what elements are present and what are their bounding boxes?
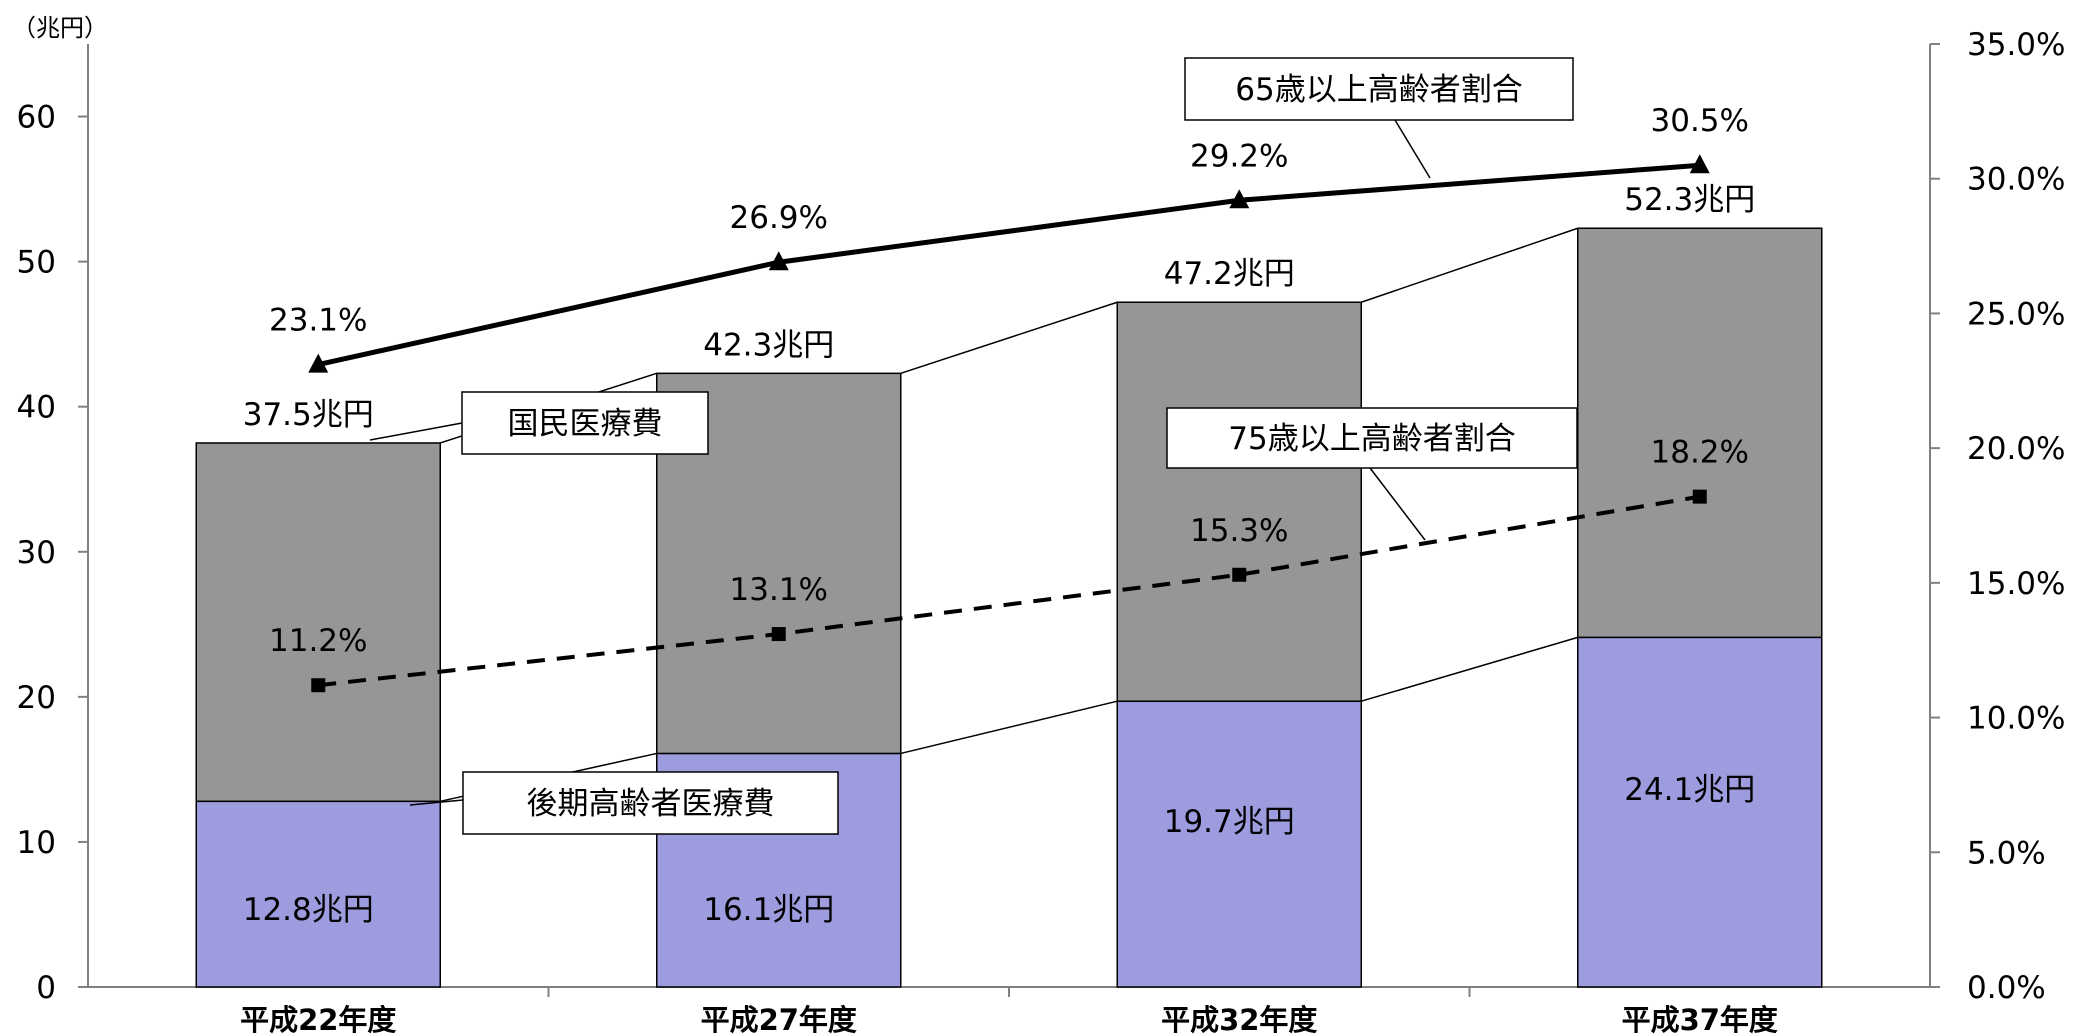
left-tick-label: 60 bbox=[17, 100, 56, 136]
x-tick-label: 平成27年度 bbox=[701, 1003, 857, 1035]
left-tick-label: 50 bbox=[17, 245, 56, 281]
callout-kokumin-leader bbox=[369, 422, 463, 441]
line-75-label: 18.2% bbox=[1651, 435, 1749, 471]
callout-65-box bbox=[1184, 57, 1574, 121]
bar-segment-kouki bbox=[1577, 636, 1823, 988]
marker-square bbox=[311, 678, 326, 693]
bar-segment-kokumin bbox=[195, 442, 441, 803]
callout-kokumin-text: 国民医療費 bbox=[508, 406, 663, 442]
right-tick-label: 25.0% bbox=[1967, 296, 2065, 332]
left-tick-label: 0 bbox=[36, 970, 56, 1006]
line-75-over bbox=[318, 494, 1701, 688]
bar-total-label: 47.2兆円 bbox=[1164, 256, 1295, 292]
marker-triangle bbox=[1229, 189, 1250, 209]
line-65-label: 26.9% bbox=[730, 200, 828, 236]
left-tick-label: 20 bbox=[17, 680, 56, 716]
x-tick-label: 平成37年度 bbox=[1622, 1003, 1778, 1035]
bar-kouki-label: 19.7兆円 bbox=[1164, 804, 1295, 840]
bar-layer bbox=[195, 227, 1823, 988]
right-tick-label: 20.0% bbox=[1967, 431, 2065, 467]
marker-square bbox=[1692, 489, 1707, 504]
right-tick-label: 0.0% bbox=[1967, 970, 2046, 1006]
line-75-label: 13.1% bbox=[730, 572, 828, 608]
callout-65-leader bbox=[1394, 119, 1431, 179]
connector-total bbox=[1361, 227, 1578, 303]
connector-total bbox=[900, 301, 1118, 375]
right-tick-label: 35.0% bbox=[1967, 27, 2065, 63]
bar-total-label: 52.3兆円 bbox=[1624, 182, 1755, 218]
bar-total-label: 37.5兆円 bbox=[243, 397, 374, 433]
right-tick-label: 5.0% bbox=[1967, 835, 2046, 871]
x-tick-label: 平成32年度 bbox=[1161, 1003, 1317, 1035]
left-tick-label: 40 bbox=[17, 390, 56, 426]
bar-total-label: 42.3兆円 bbox=[703, 327, 834, 363]
line-65-label: 29.2% bbox=[1190, 138, 1288, 174]
line-layer bbox=[308, 154, 1710, 693]
axes-layer: 0 10 20 30 40 50 60 （兆円） 0.0% 5.0% 10.0% 15.0% 20.0%… bbox=[12, 14, 2065, 1035]
marker-square bbox=[771, 627, 786, 642]
right-tick-label: 10.0% bbox=[1967, 701, 2065, 737]
right-tick-label: 30.0% bbox=[1967, 162, 2065, 198]
bar-segment-kouki bbox=[195, 800, 441, 988]
marker-triangle bbox=[768, 251, 789, 271]
x-tick-label: 平成22年度 bbox=[240, 1003, 396, 1035]
line-65-label: 23.1% bbox=[269, 303, 367, 339]
connector-layer bbox=[440, 227, 1578, 803]
connector-kouki bbox=[1361, 636, 1578, 702]
marker-triangle bbox=[308, 353, 329, 373]
line-65-over bbox=[317, 162, 1700, 368]
left-tick-label: 10 bbox=[17, 825, 56, 861]
callout-kokumin-box bbox=[461, 391, 709, 455]
connector-kouki bbox=[900, 700, 1118, 755]
right-tick-label: 15.0% bbox=[1967, 566, 2065, 602]
left-tick-label: 30 bbox=[17, 535, 56, 571]
callout-kouki-text: 後期高齢者医療費 bbox=[527, 786, 775, 822]
callout-kouki-box bbox=[462, 771, 839, 835]
bar-segment-kouki bbox=[1116, 700, 1362, 988]
bar-kouki-label: 16.1兆円 bbox=[703, 892, 834, 928]
bar-kouki-label: 24.1兆円 bbox=[1624, 772, 1755, 808]
left-axis-unit-label: （兆円） bbox=[12, 14, 108, 42]
line-75-label: 11.2% bbox=[269, 623, 367, 659]
callout-75-leader bbox=[1369, 467, 1426, 541]
bar-segment-kokumin bbox=[1577, 227, 1823, 639]
callout-75-box bbox=[1166, 407, 1578, 469]
callout-65-text: 65歳以上高齢者割合 bbox=[1235, 72, 1522, 108]
bar-segment-kokumin bbox=[1116, 301, 1362, 702]
label-layer: 37.5兆円 12.8兆円 42.3兆円 16.1兆円 47.2兆円 19.7兆円 52.3… bbox=[243, 103, 1756, 928]
bar-kouki-label: 12.8兆円 bbox=[243, 892, 374, 928]
line-65-label: 30.5% bbox=[1651, 103, 1749, 139]
marker-square bbox=[1232, 567, 1247, 582]
marker-triangle bbox=[1689, 154, 1710, 174]
callout-kouki-leader bbox=[409, 799, 464, 806]
callout-75-text: 75歳以上高齢者割合 bbox=[1228, 421, 1515, 457]
line-75-label: 15.3% bbox=[1190, 513, 1288, 549]
